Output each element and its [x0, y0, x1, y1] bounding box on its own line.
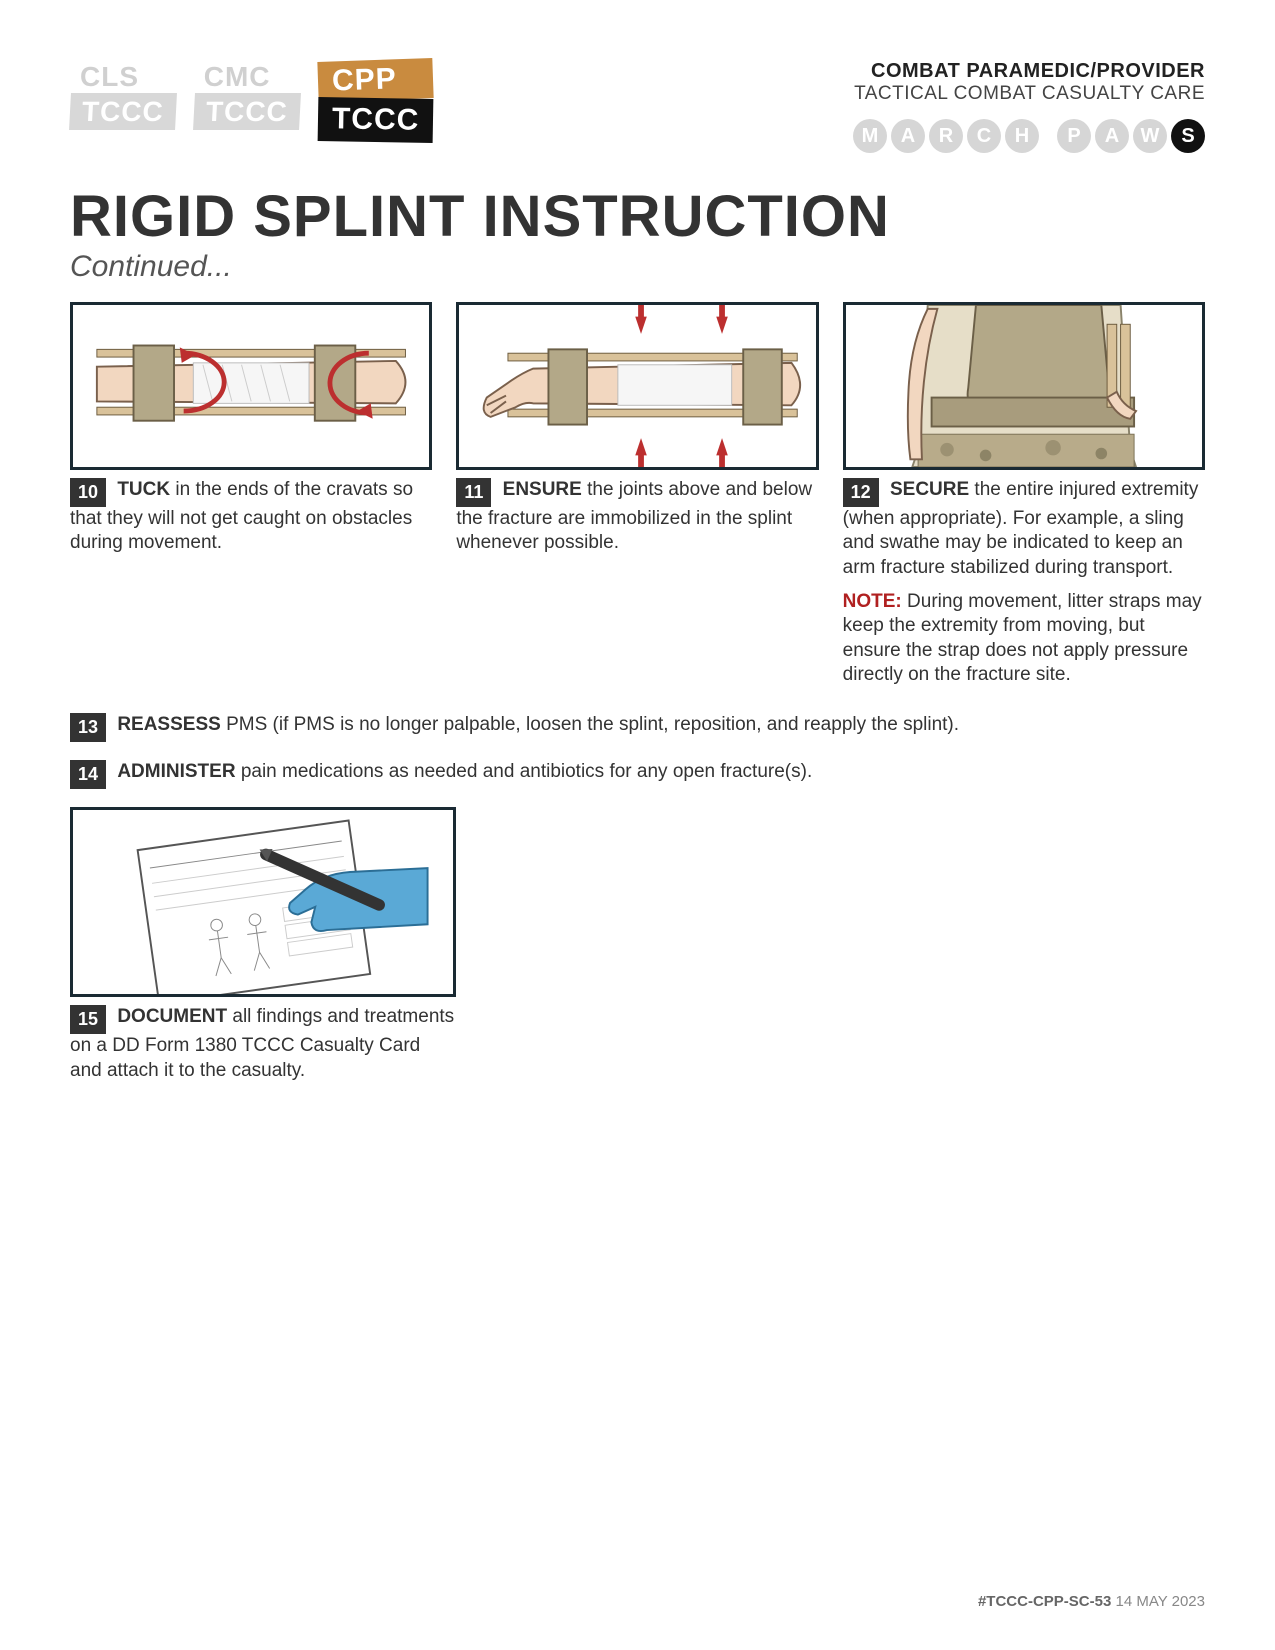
march-c: C	[967, 119, 1001, 153]
step-11: 11 ENSURE the joints above and below the…	[456, 302, 818, 687]
page-footer: #TCCC-CPP-SC-53 14 MAY 2023	[978, 1593, 1205, 1610]
step-bold: REASSESS	[117, 714, 220, 735]
paws-a: A	[1095, 119, 1129, 153]
paws-w: W	[1133, 119, 1167, 153]
footer-date: 14 MAY 2023	[1115, 1593, 1205, 1610]
step-14: 14 ADMINISTER pain medications as needed…	[70, 760, 1205, 789]
steps-row: 10 TUCK in the ends of the cravats so th…	[70, 302, 1205, 687]
logo-top: CPP	[317, 58, 434, 102]
step-10-text: 10 TUCK in the ends of the cravats so th…	[70, 478, 432, 556]
logo-bot: TCCC	[193, 93, 301, 130]
step-number: 10	[70, 478, 106, 507]
page-subtitle: Continued...	[70, 250, 1205, 284]
logo-bot: TCCC	[317, 96, 433, 142]
march-paws-indicator: M A R C H P A W S	[853, 119, 1205, 153]
logo-cpp-tccc: CPP TCCC	[318, 60, 433, 141]
step-11-text: 11 ENSURE the joints above and below the…	[456, 478, 818, 556]
step-10: 10 TUCK in the ends of the cravats so th…	[70, 302, 432, 687]
step-13: 13 REASSESS PMS (if PMS is no longer pal…	[70, 713, 1205, 742]
step-bold: TUCK	[117, 479, 170, 500]
header-provider-line: COMBAT PARAMEDIC/PROVIDER	[853, 60, 1205, 83]
step-number: 11	[456, 478, 491, 507]
footer-code: #TCCC-CPP-SC-53	[978, 1593, 1111, 1610]
step-bold: DOCUMENT	[117, 1006, 227, 1027]
step-body: PMS (if PMS is no longer palpable, loose…	[221, 714, 959, 735]
logo-top: CLS	[70, 60, 176, 93]
step-12: 12 SECURE the entire injured extremity (…	[843, 302, 1205, 687]
march-r: R	[929, 119, 963, 153]
step-bold: ENSURE	[503, 479, 582, 500]
logo-top: CMC	[194, 60, 300, 93]
step-number: 14	[70, 760, 106, 789]
logo-cmc-tccc: CMC TCCC	[194, 60, 300, 131]
paws-p: P	[1057, 119, 1091, 153]
step-number: 15	[70, 1005, 106, 1034]
step-number: 12	[843, 478, 879, 507]
step-11-illustration	[456, 302, 818, 470]
header-right: COMBAT PARAMEDIC/PROVIDER TACTICAL COMBA…	[853, 60, 1205, 153]
page-title: RIGID SPLINT INSTRUCTION	[70, 183, 1205, 250]
step-12-illustration	[843, 302, 1205, 470]
step-number: 13	[70, 713, 106, 742]
page-header: CLS TCCC CMC TCCC CPP TCCC COMBAT PARAME…	[70, 60, 1205, 153]
header-subtitle-line: TACTICAL COMBAT CASUALTY CARE	[853, 83, 1205, 105]
step-15-text: 15 DOCUMENT all findings and treatments …	[70, 1005, 456, 1083]
march-h: H	[1005, 119, 1039, 153]
step-bold: SECURE	[890, 479, 969, 500]
march-m: M	[853, 119, 887, 153]
paws-s: S	[1171, 119, 1205, 153]
logo-cls-tccc: CLS TCCC	[70, 60, 176, 131]
step-15-illustration	[70, 807, 456, 997]
step-bold: ADMINISTER	[117, 761, 235, 782]
step-12-text: 12 SECURE the entire injured extremity (…	[843, 478, 1205, 687]
step-15: 15 DOCUMENT all findings and treatments …	[70, 807, 456, 1083]
logo-row: CLS TCCC CMC TCCC CPP TCCC	[70, 60, 433, 141]
step-body: pain medications as needed and antibioti…	[236, 761, 813, 782]
step-10-illustration	[70, 302, 432, 470]
step-12-note-label: NOTE:	[843, 591, 902, 612]
march-a: A	[891, 119, 925, 153]
logo-bot: TCCC	[69, 93, 177, 130]
